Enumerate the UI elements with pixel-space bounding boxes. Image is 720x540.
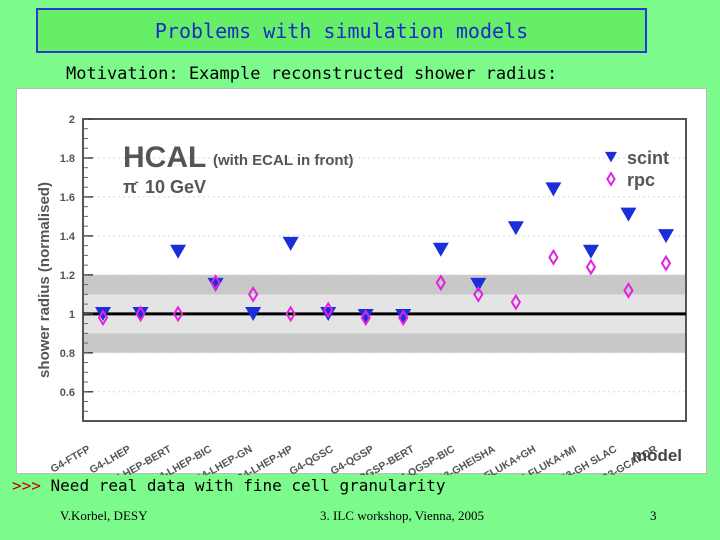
point-rpc-0 — [97, 309, 109, 327]
note-arrows: >>> — [12, 476, 41, 495]
y-tick-label-4: 1.4 — [60, 231, 76, 243]
point-scint-7 — [357, 308, 374, 323]
slide-subtitle: Motivation: Example reconstructed shower… — [66, 64, 558, 84]
y-tick-label-0: 0.6 — [60, 387, 75, 399]
chart-panel: 0.6 0.8 1 1.2 1.4 1.6 1.8 2 shower radius (norma… — [16, 88, 707, 475]
point-rpc-13 — [585, 258, 597, 276]
point-rpc-11 — [510, 293, 522, 311]
shower-radius-chart: 0.6 0.8 1 1.2 1.4 1.6 1.8 2 shower radius (norma… — [36, 114, 687, 475]
point-rpc-6 — [323, 301, 334, 319]
y-axis-label: shower radius (normalised) — [36, 182, 53, 378]
point-scint-1 — [132, 307, 149, 322]
point-scint-12 — [545, 182, 562, 197]
point-rpc-7 — [360, 309, 371, 327]
chart-subtitle-energy: 10 GeV — [145, 177, 206, 197]
point-rpc-15 — [660, 254, 672, 272]
point-rpc-2 — [172, 305, 184, 323]
y-tick-label-2: 1 — [69, 309, 75, 321]
legend-label-scint: scint — [627, 148, 669, 168]
point-scint-2 — [170, 244, 187, 259]
chart-subtitle-particle: π — [123, 177, 137, 197]
plot-frame — [82, 118, 687, 422]
point-rpc-14 — [623, 282, 634, 299]
footer-author: V.Korbel, DESY — [60, 508, 148, 523]
point-rpc-3 — [210, 274, 221, 292]
point-scint-10 — [470, 277, 487, 292]
chart-title: HCAL — [123, 141, 206, 174]
point-rpc-9 — [435, 274, 446, 292]
point-scint-9 — [432, 242, 449, 257]
x-axis-label: model — [632, 446, 682, 465]
x-tick-label-6: G4-QGSC — [288, 443, 336, 475]
point-rpc-1 — [135, 305, 146, 323]
point-scint-5 — [282, 236, 299, 251]
point-scint-4 — [245, 307, 262, 322]
point-rpc-5 — [285, 305, 296, 323]
legend-label-rpc: rpc — [627, 170, 655, 190]
point-rpc-8 — [398, 309, 409, 327]
footer-event: 3. ILC workshop, Vienna, 2005 — [320, 508, 484, 523]
note-text: Need real data with fine cell granularit… — [40, 476, 446, 495]
chart-subtitle-charge: - — [135, 176, 139, 188]
point-rpc-12 — [548, 248, 559, 266]
point-scint-15 — [658, 229, 674, 244]
slide-title: Problems with simulation models — [154, 18, 529, 43]
point-scint-14 — [620, 207, 637, 222]
legend-marker-rpc — [606, 171, 616, 187]
y-tick-label-6: 1.8 — [60, 153, 75, 165]
x-tick-label-0: G4-FTFP — [49, 443, 93, 475]
note-line: >>> Need real data with fine cell granul… — [12, 476, 445, 495]
y-tick-label-3: 1.2 — [60, 270, 75, 282]
point-scint-11 — [507, 221, 524, 236]
footer-page-number: 3 — [650, 508, 657, 523]
point-rpc-10 — [473, 285, 484, 303]
point-scint-0 — [95, 307, 111, 322]
point-rpc-4 — [247, 285, 259, 303]
y-tick-label-7: 2 — [69, 114, 75, 126]
y-tick-label-1: 0.8 — [60, 348, 75, 360]
chart-title-note: (with ECAL in front) — [213, 152, 354, 169]
point-scint-8 — [395, 308, 412, 323]
point-scint-13 — [582, 244, 599, 259]
legend-marker-scint — [605, 151, 617, 163]
y-tick-label-5: 1.6 — [60, 192, 75, 204]
title-box: Problems with simulation models — [36, 8, 647, 53]
